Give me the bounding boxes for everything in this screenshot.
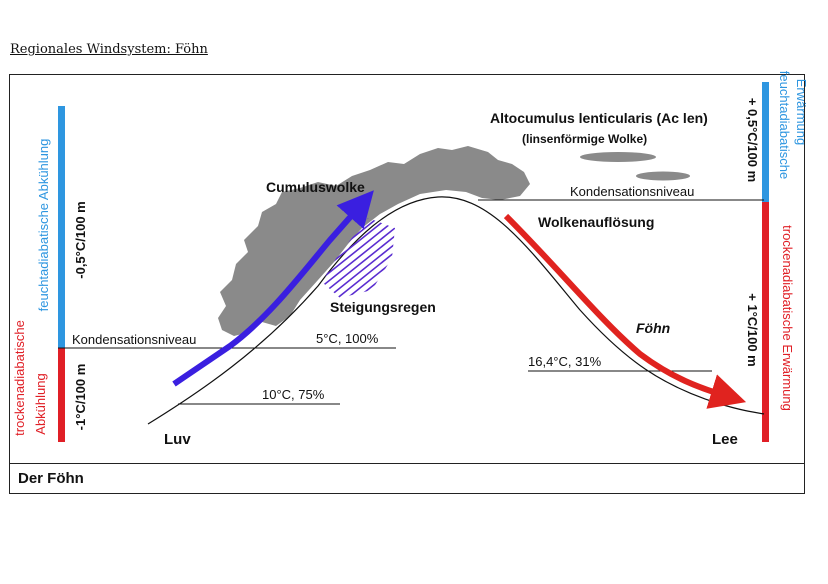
reading-mid: 5°C, 100% <box>316 331 379 346</box>
lee-label: Lee <box>712 431 738 448</box>
left-humid-label: feuchtadiabatische Abkühlung <box>36 139 51 312</box>
steigungsregen-label: Steigungsregen <box>330 299 436 315</box>
foehn-label: Föhn <box>636 320 670 336</box>
left-dry-label-2: Abkühlung <box>33 373 48 434</box>
caption-divider <box>9 463 805 464</box>
right-dry-label: trockenadiabatische Erwärmung <box>780 225 795 411</box>
kondensation-label-right: Kondensationsniveau <box>570 184 694 199</box>
left-humid-rate: -0,5°C/100 m <box>73 201 88 278</box>
altocumulus-label-1: Altocumulus lenticularis (Ac len) <box>490 110 708 126</box>
right-dry-bar <box>762 202 769 442</box>
right-humid-bar <box>762 82 769 202</box>
left-dry-label-1: trockenadiabatische <box>12 320 27 436</box>
rising-air-arrow <box>172 190 374 387</box>
kondensation-label-left: Kondensationsniveau <box>72 332 196 347</box>
left-dry-bar <box>58 348 65 442</box>
lenticular-cloud-2 <box>636 171 690 181</box>
reading-low: 10°C, 75% <box>262 387 325 402</box>
luv-label: Luv <box>164 431 191 448</box>
page-title: Regionales Windsystem: Föhn <box>10 42 208 57</box>
left-humid-bar <box>58 106 65 348</box>
cumulus-cloud <box>218 146 530 336</box>
right-humid-label-1: feuchtadiabatische <box>777 71 792 179</box>
foehn-arrow <box>503 213 747 409</box>
right-humid-label-2: Erwärmung <box>794 79 809 145</box>
left-dry-rate: -1°C/100 m <box>73 364 88 431</box>
diagram-frame <box>9 74 805 494</box>
right-dry-rate: + 1°C/100 m <box>745 293 760 367</box>
wolkenaufloesung-label: Wolkenauflösung <box>538 214 654 230</box>
right-humid-rate: + 0,5°C/100 m <box>745 98 760 182</box>
reading-lee: 16,4°C, 31% <box>528 354 602 369</box>
mountain-profile <box>147 196 765 425</box>
cumulus-label: Cumuluswolke <box>266 179 365 195</box>
diagram-caption: Der Föhn <box>18 470 84 487</box>
lenticular-cloud-1 <box>580 152 656 162</box>
altocumulus-label-2: (linsenförmige Wolke) <box>522 132 647 146</box>
